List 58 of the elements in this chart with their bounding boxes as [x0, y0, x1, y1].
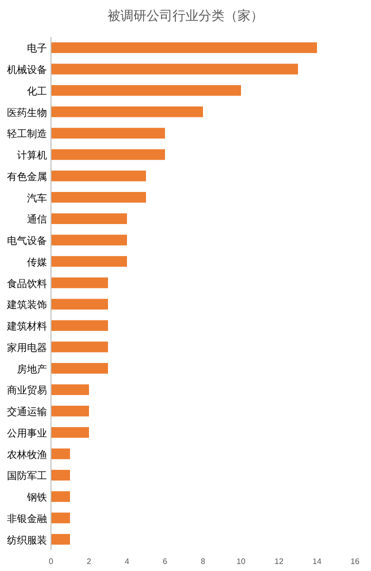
y-tick-label: 轻工制造: [7, 128, 47, 140]
y-tick-label: 化工: [27, 85, 47, 98]
x-tick-label: 14: [312, 557, 322, 566]
y-tick-label: 房地产: [17, 363, 47, 376]
y-tick-label: 商业贸易: [7, 384, 47, 397]
x-tick-label: 2: [86, 557, 92, 566]
y-tick-label: 国防军工: [7, 470, 47, 482]
y-tick-label: 农林牧渔: [7, 448, 47, 461]
y-tick-label: 建筑装饰: [6, 299, 47, 312]
bar: [51, 470, 70, 481]
y-tick-label: 交通运输: [7, 406, 47, 418]
x-tick-label: 0: [48, 557, 54, 566]
bar: [51, 85, 241, 96]
x-tick-label: 6: [162, 557, 168, 566]
y-tick-label: 机械设备: [7, 64, 47, 76]
bar: [51, 512, 70, 524]
bar: [51, 213, 127, 224]
y-tick-label: 电子: [27, 42, 47, 55]
bar: [51, 170, 146, 182]
bar: [51, 534, 70, 545]
bar: [51, 406, 89, 416]
x-tick-label: 4: [124, 557, 130, 566]
x-tick-label: 8: [200, 557, 206, 566]
x-tick-label: 10: [236, 557, 246, 566]
y-tick-label: 电气设备: [7, 235, 47, 248]
y-tick-label: 医药生物: [7, 106, 47, 119]
y-tick-label: 公用事业: [7, 427, 47, 440]
y-tick-label: 计算机: [17, 150, 47, 162]
bar: [51, 42, 317, 54]
x-tick-label: 16: [350, 557, 360, 566]
bar: [51, 64, 298, 74]
bar: [51, 106, 203, 118]
y-tick-label: 非银金融: [7, 512, 47, 525]
y-tick-label: 有色金属: [7, 170, 47, 183]
y-tick-label: 传媒: [27, 257, 47, 268]
bar: [51, 384, 89, 396]
bar: [51, 427, 89, 438]
bar: [51, 192, 146, 203]
bar: [51, 149, 165, 160]
y-tick-label: 通信: [27, 214, 47, 226]
y-tick-label: 建筑材料: [6, 320, 47, 333]
y-tick-label: 食品饮料: [7, 278, 47, 290]
y-tick-label: 纺织服装: [7, 534, 47, 546]
y-tick-label: 家用电器: [7, 342, 47, 354]
bar: [51, 298, 108, 310]
chart-title: 被调研公司行业分类（家）: [108, 8, 264, 23]
y-tick-label: 钢铁: [26, 492, 47, 504]
y-tick-label: 汽车: [27, 192, 47, 204]
bar: [51, 448, 70, 460]
x-tick-label: 12: [274, 557, 284, 566]
bar: [51, 491, 70, 502]
bar: [51, 256, 127, 267]
bar: [51, 234, 127, 246]
bar: [51, 342, 108, 352]
bar: [51, 277, 108, 288]
bar: [51, 362, 108, 374]
bar: [51, 128, 165, 139]
bar: [51, 320, 108, 331]
